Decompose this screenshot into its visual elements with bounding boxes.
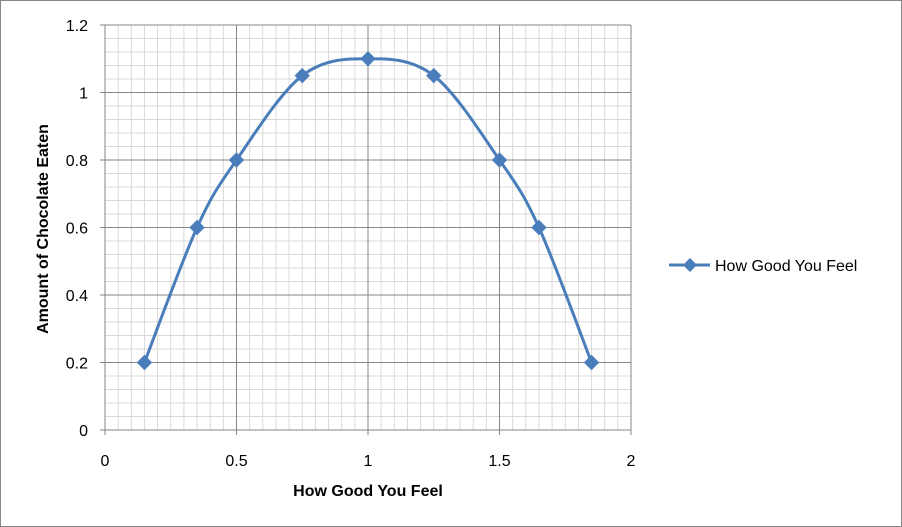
data-point-marker bbox=[294, 67, 310, 84]
series-layer bbox=[136, 51, 600, 371]
data-point-marker bbox=[136, 354, 153, 371]
legend-label: How Good You Feel bbox=[715, 258, 857, 275]
axes bbox=[100, 24, 632, 435]
data-point-marker bbox=[583, 354, 600, 371]
legend-marker bbox=[683, 258, 697, 272]
x-tick-label: 0.5 bbox=[225, 453, 247, 470]
y-tick-label: 0.6 bbox=[66, 221, 88, 238]
legend: How Good You Feel bbox=[669, 258, 857, 275]
data-point-marker bbox=[531, 219, 547, 236]
y-axis-title: Amount of Chocolate Eaten bbox=[35, 124, 52, 334]
x-tick-label: 2 bbox=[627, 453, 636, 470]
y-tick-label: 1 bbox=[79, 86, 88, 103]
y-tick-label: 0.2 bbox=[66, 356, 88, 373]
y-tick-label: 1.2 bbox=[66, 18, 88, 35]
x-tick-label: 1 bbox=[364, 453, 373, 470]
data-point-marker bbox=[228, 152, 245, 168]
x-tick-labels: 0 0.5 1 1.5 2 bbox=[101, 453, 636, 470]
data-point-marker bbox=[491, 152, 508, 168]
data-point-marker bbox=[426, 67, 442, 84]
data-point-marker bbox=[189, 219, 205, 236]
x-tick-label: 1.5 bbox=[488, 453, 510, 470]
data-point-marker bbox=[360, 51, 376, 67]
y-tick-label: 0.8 bbox=[66, 153, 88, 170]
y-tick-label: 0 bbox=[79, 423, 88, 440]
y-tick-label: 0.4 bbox=[66, 288, 88, 305]
x-axis-title: How Good You Feel bbox=[293, 483, 443, 500]
y-tick-labels: 0 0.2 0.4 0.6 0.8 1 1.2 bbox=[66, 18, 88, 440]
x-tick-label: 0 bbox=[101, 453, 110, 470]
